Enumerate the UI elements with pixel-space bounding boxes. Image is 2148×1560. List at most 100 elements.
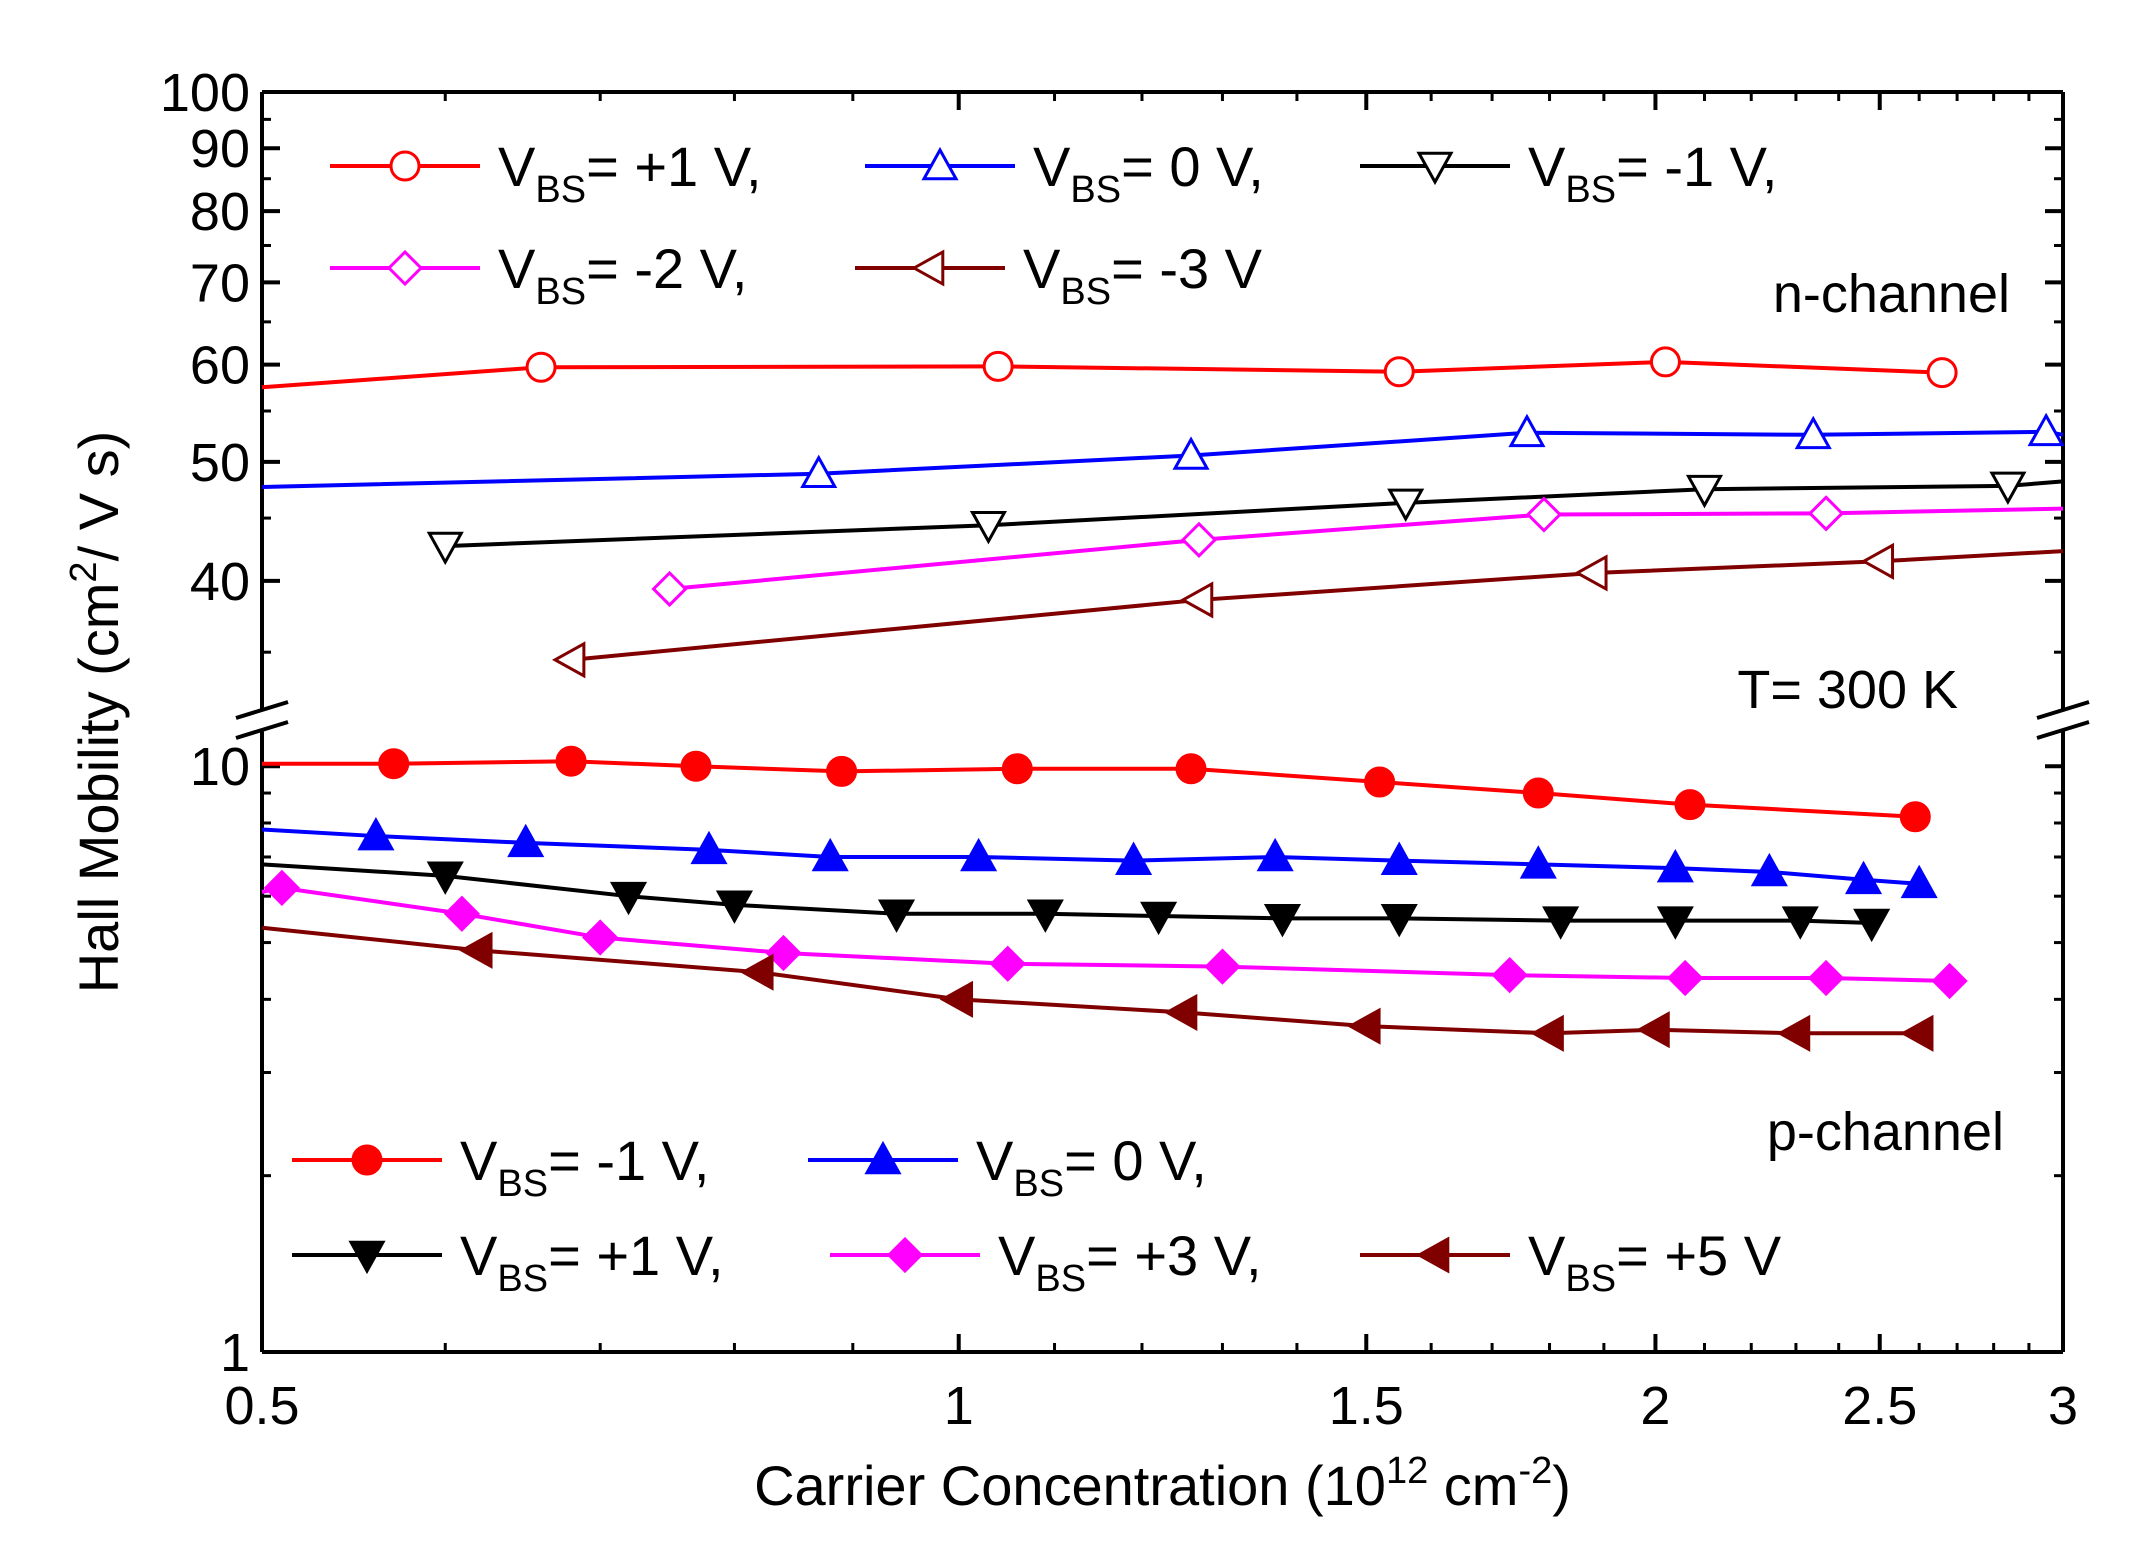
axis-break-mark	[235, 700, 289, 720]
n-channel-series-0	[261, 346, 1958, 390]
legend-label: VBS= -1 V,	[460, 1129, 709, 1205]
p-channel-series-3	[261, 869, 1968, 1000]
p-channel-data-point	[680, 750, 712, 782]
p-channel-data-point	[1380, 841, 1418, 875]
n-channel-data-point	[651, 570, 688, 608]
p-channel-data-point	[1140, 901, 1178, 936]
n-channel-data-point	[1794, 415, 1832, 450]
p-channel-data-point	[1899, 801, 1931, 833]
title-part: = -2 V,	[586, 237, 747, 300]
title-part: BS	[1070, 169, 1121, 211]
p-channel-data-point	[1776, 1014, 1811, 1052]
y-tick-label: 100	[160, 63, 250, 123]
title-part: Hall Mobility (cm	[67, 583, 130, 994]
n-channel-series-3	[651, 495, 2064, 608]
y-tick-label: 50	[190, 433, 250, 493]
title-part: V	[498, 237, 536, 300]
n-channel-data-point	[1383, 356, 1415, 388]
p-channel-data-point	[378, 748, 410, 780]
legend-label: VBS= 0 V,	[1033, 135, 1264, 211]
legend-label: VBS= 0 V,	[976, 1129, 1207, 1205]
n-channel-data-point	[551, 641, 586, 679]
title-part: V	[1023, 237, 1061, 300]
y-tick-label: 60	[190, 336, 250, 396]
p-channel-data-point	[1522, 777, 1554, 809]
legend-label: VBS= -1 V,	[1528, 135, 1777, 211]
p-channel-data-point	[1347, 1007, 1381, 1045]
p-channel-data-point	[1807, 959, 1845, 997]
p-channel-series-line	[261, 862, 1872, 925]
p-channel-series-2	[261, 861, 1891, 943]
p-channel-data-point	[1750, 852, 1788, 887]
n-channel-data-point	[982, 350, 1014, 382]
p-channel-data-point	[1380, 904, 1418, 938]
title-part: V	[1528, 1224, 1566, 1287]
p-channel-data-point	[1900, 1014, 1934, 1052]
p-channel-data-point	[740, 953, 774, 991]
p-channel-series-line	[261, 827, 1920, 886]
n-channel-legend-item: VBS= 0 V,	[865, 135, 1264, 211]
legend-marker	[864, 1140, 902, 1175]
p-channel-data-point	[1656, 906, 1694, 940]
legend-label: VBS= +1 V,	[460, 1224, 724, 1300]
title-part: = +5 V	[1616, 1224, 1782, 1287]
n-channel-series-line	[261, 359, 1943, 390]
legend-label: VBS= +1 V,	[498, 135, 762, 211]
p-channel-legend-item: VBS= +1 V,	[292, 1224, 724, 1300]
p-channel-series-line	[262, 759, 1916, 819]
title-part: V	[1033, 135, 1071, 198]
axis-break-mark	[235, 720, 289, 740]
x-tick-label: 1	[944, 1376, 974, 1436]
p-channel-data-point	[1519, 845, 1557, 879]
title-part: BS	[1013, 1163, 1064, 1205]
n-channel-series-line	[261, 429, 2064, 489]
title-part: = -3 V	[1111, 237, 1263, 300]
y-tick-label: 1	[220, 1323, 250, 1383]
title-part: = -1 V,	[1616, 135, 1777, 198]
n-channel-legend-item: VBS= -1 V,	[1360, 135, 1777, 211]
p-channel-data-point	[357, 816, 395, 851]
p-channel-data-point	[1256, 837, 1294, 872]
p-channel-data-point	[1667, 959, 1704, 997]
axis-break-mark	[2036, 700, 2090, 720]
title-part: BS	[497, 1163, 548, 1205]
x-tick-label: 1.5	[1329, 1376, 1404, 1436]
n-channel-data-point	[1574, 554, 1608, 592]
p-channel-series-line	[261, 885, 1950, 983]
legend-marker	[1416, 151, 1454, 186]
title-part: V	[498, 135, 536, 198]
title-part: = +1 V,	[586, 135, 761, 198]
temperature-label: T= 300 K	[1737, 660, 1958, 720]
x-tick-label: 2	[1640, 1376, 1670, 1436]
x-tick-label: 3	[2048, 1376, 2078, 1436]
p-channel-label: p-channel	[1767, 1102, 2004, 1162]
n-channel-label: n-channel	[1773, 264, 2010, 324]
title-part: BS	[535, 169, 586, 211]
p-channel-data-point	[1364, 766, 1396, 798]
legend-marker	[386, 249, 424, 287]
n-channel-series-2	[426, 471, 2064, 566]
y-axis-title: Hall Mobility (cm2/ V s)	[63, 431, 130, 994]
p-channel-legend-item: VBS= +3 V,	[830, 1224, 1262, 1300]
y-tick-label: 70	[190, 253, 250, 313]
n-channel-series-4	[551, 542, 2064, 679]
p-channel-data-point	[690, 830, 728, 865]
axis-break-mark	[2036, 720, 2090, 740]
x-tick-label: 2.5	[1842, 1376, 1917, 1436]
n-channel-data-point	[2027, 412, 2065, 447]
n-channel-data-point	[1989, 471, 2027, 505]
legend-layer: VBS= +1 V, VBS= 0 V, VBS= -1 V,VBS= -2 V, V…	[292, 135, 1782, 1300]
n-channel-data-point	[969, 510, 1007, 545]
y-tick-label: 80	[190, 182, 250, 242]
title-part: BS	[1565, 1258, 1616, 1300]
p-channel-data-point	[1542, 906, 1580, 940]
n-channel-data-point	[1649, 346, 1681, 378]
p-channel-data-point	[715, 890, 753, 924]
p-channel-data-point	[960, 837, 998, 872]
p-channel-series-1	[261, 816, 1938, 899]
p-channel-data-point	[609, 881, 648, 916]
p-channel-data-point	[1491, 956, 1528, 994]
n-channel-series-1	[261, 412, 2065, 489]
p-channel-data-point	[507, 823, 545, 858]
title-part: = 0 V,	[1064, 1129, 1207, 1192]
